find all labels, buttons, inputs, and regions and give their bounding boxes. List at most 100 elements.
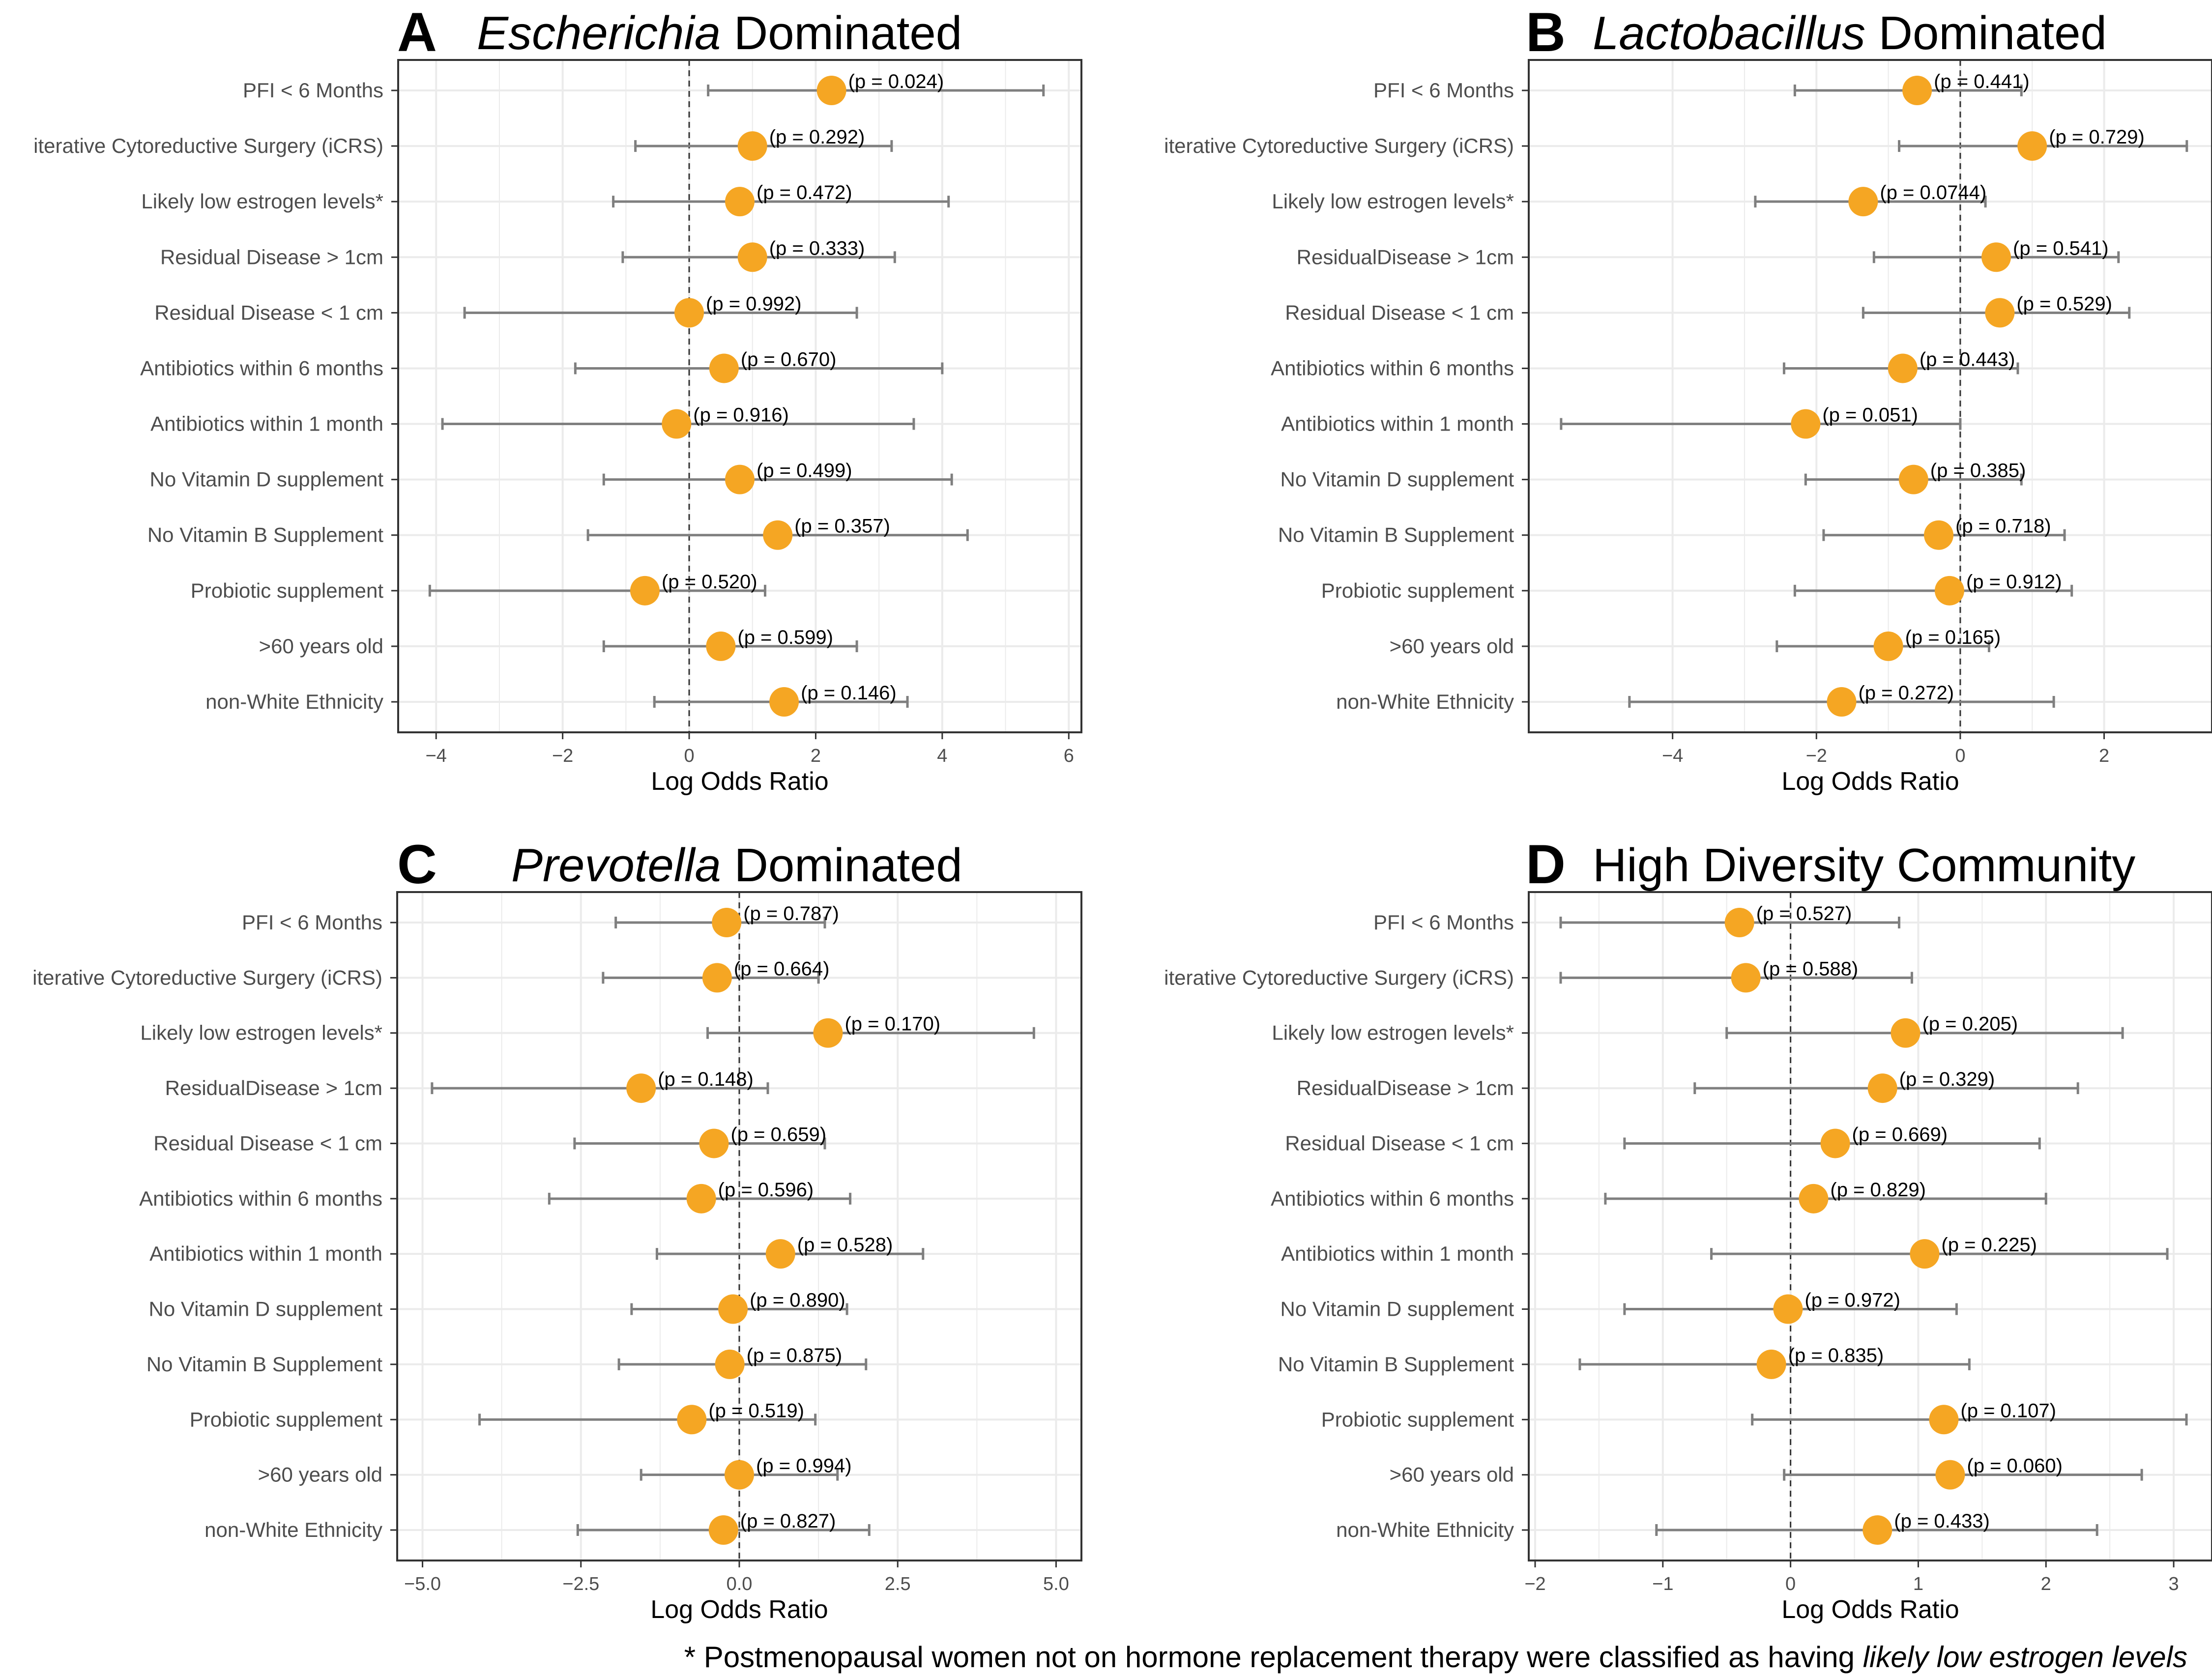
estimate-point [1799,1184,1829,1214]
category-label: PFI < 6 Months [242,911,382,934]
estimate-point [1867,1073,1897,1103]
estimate-point [706,631,736,661]
x-tick-label: 0 [1785,1574,1796,1594]
x-tick-label: 0.0 [727,1574,753,1594]
p-value-label: (p = 0.718) [1955,516,2051,537]
x-tick-label: 5.0 [1043,1574,1069,1594]
category-label: Likely low estrogen levels* [1272,1021,1514,1044]
panel-title: Prevotella Dominated [511,839,962,892]
p-value-label: (p = 0.433) [1894,1510,1990,1532]
p-value-label: (p = 0.165) [1905,627,2001,648]
x-tick-label: 2 [811,746,821,766]
p-value-label: (p = 0.441) [1934,71,2030,92]
category-label: non-White Ethnicity [1336,690,1514,713]
estimate-point [699,1128,729,1158]
x-tick-label: −4 [426,746,447,766]
plot-border [397,59,1082,733]
panel-title: Escherichia Dominated [477,7,962,59]
estimate-point [1827,687,1857,717]
x-axis-title: Log Odds Ratio [1781,767,1959,796]
category-label: Probiotic supplement [191,579,384,602]
category-label: No Vitamin D supplement [150,468,384,491]
panel-title-italic: Lactobacillus [1593,7,1865,59]
category-label: iterative Cytoreductive Surgery (iCRS) [33,134,383,157]
p-value-label: (p = 0.272) [1858,682,1954,704]
p-value-label: (p = 0.659) [730,1124,826,1145]
p-value-label: (p = 0.890) [750,1290,845,1311]
estimate-point [1985,298,2015,328]
x-tick-label: −2 [1806,746,1827,766]
footnote-text: * Postmenopausal women not on hormone re… [684,1641,1863,1674]
p-value-label: (p = 0.829) [1830,1179,1926,1201]
panel-title: Lactobacillus Dominated [1593,7,2107,59]
p-value-label: (p = 0.529) [2016,293,2112,315]
panel-letter: D [1526,834,1566,895]
estimate-point [769,687,799,717]
p-value-label: (p = 0.912) [1966,571,2062,593]
category-label: ResidualDisease > 1cm [165,1076,382,1099]
category-label: Antibiotics within 1 month [149,1242,382,1265]
p-value-label: (p = 0.992) [706,293,802,315]
category-label: Antibiotics within 6 months [140,356,383,379]
estimate-point [712,908,742,937]
category-label: Antibiotics within 1 month [1281,412,1514,435]
estimate-point [708,1515,738,1545]
p-value-label: (p = 0.051) [1822,405,1918,426]
estimate-point [737,131,767,161]
category-label: No Vitamin B Supplement [147,523,383,547]
category-label: PFI < 6 Months [1373,79,1514,102]
p-value-label: (p = 0.669) [1852,1124,1948,1145]
p-value-label: (p = 0.385) [1930,460,2026,482]
category-label: >60 years old [258,1463,382,1486]
p-value-label: (p = 0.588) [1763,958,1859,980]
panel-title-italic: Escherichia [477,7,721,59]
estimate-point [662,409,692,439]
panel-letter: A [397,1,437,63]
estimate-point [702,963,732,993]
category-label: No Vitamin D supplement [1281,1298,1514,1321]
x-tick-label: −4 [1662,746,1683,766]
estimate-point [725,1460,754,1490]
p-value-label: (p = 0.0744) [1880,182,1986,203]
panel-letter: B [1526,1,1566,63]
category-label: Likely low estrogen levels* [140,1021,382,1044]
estimate-point [765,1239,795,1269]
p-value-label: (p = 0.541) [2013,237,2109,259]
p-value-label: (p = 0.972) [1805,1290,1900,1311]
x-tick-label: 2 [2041,1574,2051,1594]
p-value-label: (p = 0.329) [1899,1069,1995,1090]
category-label: Probiotic supplement [190,1408,383,1431]
category-label: ResidualDisease > 1cm [1297,245,1514,268]
estimate-point [1888,353,1918,383]
panel-b: B Lactobacillus Dominated PFI < 6 Months (p… [1164,1,2212,796]
p-value-label: (p = 0.357) [794,516,890,537]
x-tick-label: 1 [1913,1574,1923,1594]
category-label: >60 years old [1390,635,1514,658]
x-tick-label: −1 [1652,1574,1673,1594]
panel-a: A Escherichia Dominated PFI < 6 Months (p =… [33,1,1082,796]
x-tick-label: −5.0 [404,1574,441,1594]
p-value-label: (p = 0.670) [741,348,837,370]
p-value-label: (p = 0.520) [662,571,757,593]
panel-letter: C [397,834,437,895]
category-label: Antibiotics within 1 month [1281,1242,1514,1265]
category-label: Antibiotics within 6 months [139,1187,382,1210]
estimate-point [1935,1460,1965,1490]
p-value-label: (p = 0.333) [769,237,865,259]
p-value-label: (p = 0.443) [1920,348,2015,370]
x-tick-label: 3 [2168,1574,2179,1594]
estimate-point [1934,576,1964,606]
p-value-label: (p = 0.599) [737,627,833,648]
estimate-point [2017,131,2047,161]
x-tick-label: −2.5 [562,1574,599,1594]
category-label: Antibiotics within 1 month [150,412,383,435]
p-value-label: (p = 0.205) [1922,1013,2018,1035]
category-label: No Vitamin D supplement [1281,468,1514,491]
p-value-label: (p = 0.146) [801,682,897,704]
p-value-label: (p = 0.664) [734,958,830,980]
estimate-point [1873,631,1903,661]
x-tick-label: 4 [937,746,947,766]
estimate-point [737,242,767,272]
p-value-label: (p = 0.499) [757,460,852,482]
